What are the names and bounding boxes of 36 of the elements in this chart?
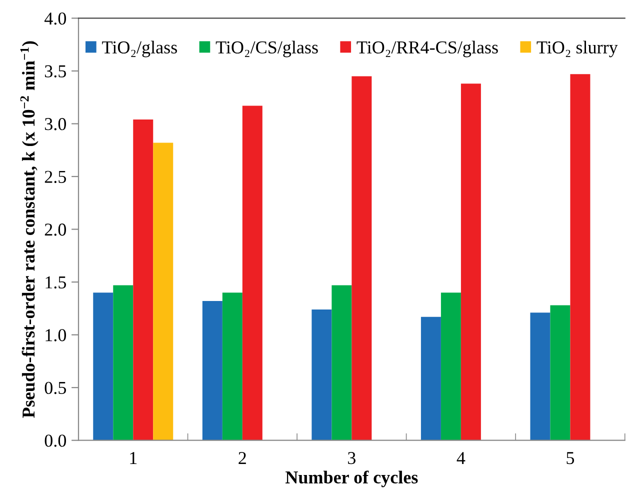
x-tick-label: 4 [456, 452, 466, 464]
bar [242, 106, 262, 440]
bar [93, 292, 114, 440]
y-tick-label: 1.5 [46, 276, 66, 289]
y-tick-label: 1.0 [46, 329, 66, 342]
bar [352, 76, 372, 440]
y-tick-label: 4.0 [44, 12, 66, 25]
y-tick-label: 3.0 [44, 118, 66, 130]
y-tick-label: 0.5 [44, 382, 66, 394]
bar [222, 292, 242, 440]
legend-label: TiO₂ slurry [536, 40, 618, 58]
x-tick-label: 2 [238, 452, 246, 464]
y-tick-label: 2.0 [44, 224, 66, 236]
y-tick-label: 2.5 [44, 170, 66, 184]
legend-label: TiO₂/RR4-CS/glass [356, 40, 498, 58]
x-tick-label: 5 [566, 452, 574, 464]
bar [153, 142, 174, 440]
x-tick-label: 3 [348, 452, 356, 464]
bar [460, 84, 481, 440]
legend-label: TiO₂/CS/glass [216, 40, 318, 58]
bar [202, 301, 222, 440]
y-axis-title: Pseudo-first-order rate constant, k (x 10$^{−2}$ min$^{−1}$) [20, 41, 38, 418]
bar [570, 74, 590, 440]
bar [440, 292, 461, 440]
x-tick-label: 1 [130, 452, 137, 464]
bar [332, 285, 352, 440]
y-tick-label: 0.0 [44, 434, 66, 447]
bar [113, 285, 134, 440]
bar [133, 120, 154, 440]
x-axis-title: Number of cycles [285, 470, 418, 488]
bar [312, 309, 332, 440]
y-tick-label: 3.5 [44, 65, 66, 78]
bar [420, 316, 441, 440]
legend-label: TiO₂/glass [102, 40, 177, 58]
bar [530, 312, 550, 440]
bar [550, 305, 570, 440]
